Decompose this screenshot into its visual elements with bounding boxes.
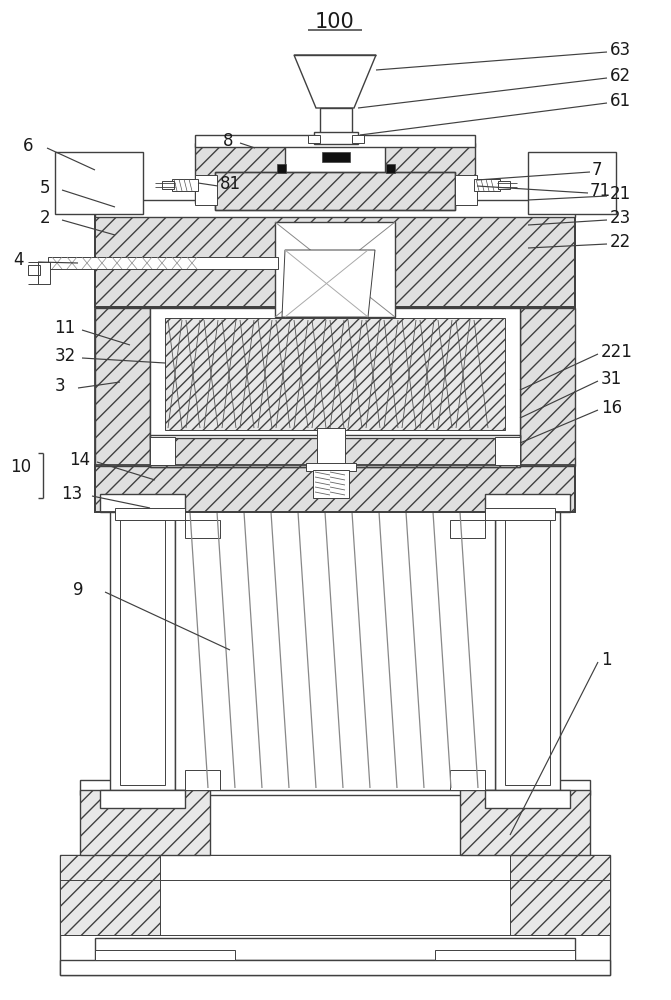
Text: 32: 32 xyxy=(54,347,76,365)
Bar xyxy=(306,463,356,471)
Text: 7: 7 xyxy=(592,161,603,179)
Bar xyxy=(95,215,575,307)
Bar xyxy=(386,164,395,173)
Polygon shape xyxy=(294,55,376,108)
Text: 1: 1 xyxy=(601,651,612,669)
Bar xyxy=(498,181,510,189)
Bar xyxy=(115,508,185,520)
Bar xyxy=(150,435,520,467)
Bar xyxy=(38,262,50,284)
Text: 6: 6 xyxy=(23,137,34,155)
Bar xyxy=(455,175,477,205)
Bar xyxy=(215,172,455,210)
Bar xyxy=(28,265,40,275)
Text: 9: 9 xyxy=(72,581,83,599)
Bar xyxy=(495,437,520,465)
Bar xyxy=(450,770,485,790)
Bar xyxy=(95,215,575,307)
Text: 2: 2 xyxy=(40,209,50,227)
Bar xyxy=(314,132,358,144)
Bar xyxy=(150,437,175,465)
Text: 62: 62 xyxy=(610,67,631,85)
Bar xyxy=(95,305,575,467)
Polygon shape xyxy=(282,250,375,317)
Bar xyxy=(95,950,235,960)
Bar xyxy=(175,510,495,790)
Text: 81: 81 xyxy=(220,175,241,193)
Bar xyxy=(485,494,570,512)
Bar xyxy=(317,428,345,468)
Bar xyxy=(520,308,575,466)
Text: 31: 31 xyxy=(601,370,622,388)
Bar xyxy=(95,465,575,512)
Bar xyxy=(277,164,286,173)
Bar xyxy=(195,135,475,147)
Bar xyxy=(485,790,570,808)
Bar xyxy=(275,222,395,317)
Bar xyxy=(95,938,575,960)
Bar xyxy=(160,855,510,880)
Bar xyxy=(320,108,352,136)
Bar xyxy=(450,520,485,538)
Bar xyxy=(48,257,278,269)
Text: 8: 8 xyxy=(223,132,234,150)
Bar xyxy=(185,770,220,790)
Bar xyxy=(308,135,320,143)
Bar xyxy=(352,135,364,143)
Text: 21: 21 xyxy=(610,185,631,203)
Bar xyxy=(165,318,505,430)
Bar xyxy=(150,435,520,467)
Bar xyxy=(435,950,575,960)
Text: 3: 3 xyxy=(55,377,65,395)
Bar xyxy=(195,175,217,205)
Bar xyxy=(195,143,285,203)
Bar xyxy=(162,181,174,189)
Text: 63: 63 xyxy=(610,41,631,59)
Bar xyxy=(110,510,175,795)
Text: 5: 5 xyxy=(40,179,50,197)
Bar xyxy=(60,855,160,935)
Bar xyxy=(95,200,575,217)
Bar xyxy=(215,172,455,210)
Text: 221: 221 xyxy=(601,343,633,361)
Bar xyxy=(528,152,616,214)
Bar xyxy=(95,465,575,512)
Text: 61: 61 xyxy=(610,92,631,110)
Text: 100: 100 xyxy=(315,12,355,32)
Bar xyxy=(313,470,349,498)
Bar xyxy=(150,308,520,438)
Bar xyxy=(322,152,350,162)
Bar xyxy=(185,520,220,538)
Bar xyxy=(385,143,475,203)
Bar xyxy=(100,790,185,808)
Text: 23: 23 xyxy=(610,209,631,227)
Bar xyxy=(510,855,610,935)
Bar xyxy=(505,520,550,785)
Text: 11: 11 xyxy=(54,319,76,337)
Bar xyxy=(100,494,185,512)
Bar xyxy=(60,960,610,975)
Text: 14: 14 xyxy=(69,451,91,469)
Bar xyxy=(55,152,143,214)
Bar xyxy=(460,790,590,855)
Bar xyxy=(485,508,555,520)
Text: 71: 71 xyxy=(590,182,611,200)
Text: 10: 10 xyxy=(10,458,31,476)
Bar xyxy=(60,855,610,975)
Bar xyxy=(120,520,165,785)
Bar xyxy=(474,179,500,191)
Bar xyxy=(80,780,590,795)
Bar xyxy=(80,790,210,855)
Text: 22: 22 xyxy=(610,233,631,251)
Bar xyxy=(495,510,560,795)
Text: 16: 16 xyxy=(601,399,622,417)
Text: 13: 13 xyxy=(61,485,83,503)
Bar xyxy=(95,308,150,466)
Bar xyxy=(172,179,198,191)
Text: 4: 4 xyxy=(13,251,23,269)
